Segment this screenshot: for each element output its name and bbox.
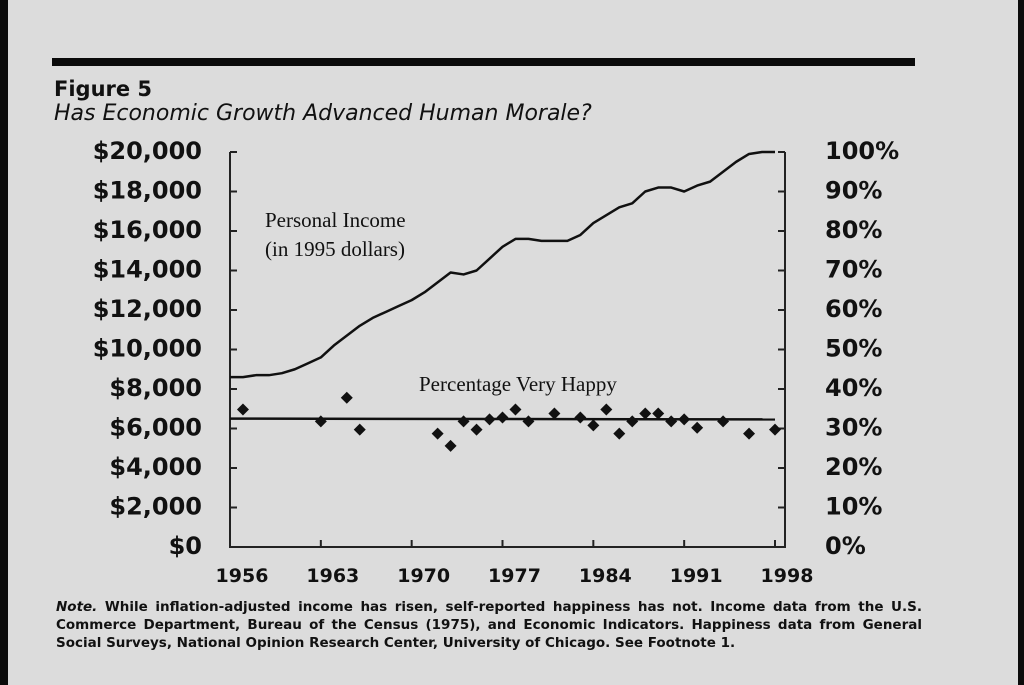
- point: [522, 415, 535, 428]
- y2-tick-label: 50%: [825, 335, 882, 363]
- line: [230, 150, 775, 379]
- point: [652, 407, 665, 420]
- x-tick-label: 1970: [397, 565, 450, 587]
- point: [717, 415, 730, 428]
- annotation: (in 1995 dollars): [265, 237, 405, 261]
- point: [340, 391, 353, 404]
- point: [509, 403, 522, 416]
- x-tick-label: 1956: [216, 565, 269, 587]
- y2-tick-label: 0%: [825, 532, 866, 560]
- point: [353, 423, 366, 436]
- top-rule: [52, 58, 915, 66]
- chart-title: Has Economic Growth Advanced Human Moral…: [54, 101, 592, 126]
- page: Figure 5 Has Economic Growth Advanced Hu…: [8, 0, 1018, 685]
- x-tick-label: 1977: [488, 565, 541, 587]
- point: [444, 439, 457, 452]
- y-tick-label: $12,000: [93, 295, 202, 323]
- y2-tick-label: 10%: [825, 493, 882, 521]
- y2-tick-label: 80%: [825, 216, 882, 244]
- point: [457, 415, 470, 428]
- point: [314, 415, 327, 428]
- point: [431, 427, 444, 440]
- point: [470, 423, 483, 436]
- y-tick-label: $6,000: [109, 414, 202, 442]
- y-tick-label: $2,000: [109, 493, 202, 521]
- point: [574, 411, 587, 424]
- x-tick-label: 1963: [306, 565, 359, 587]
- note-text: While inflation-adjusted income has rise…: [56, 599, 922, 651]
- y2-tick-label: 70%: [825, 256, 882, 284]
- point: [665, 415, 678, 428]
- y2-tick-label: 90%: [825, 177, 882, 205]
- point: [548, 407, 561, 420]
- y2-tick-label: 60%: [825, 295, 882, 323]
- y-tick-label: $10,000: [93, 335, 202, 363]
- note: Note. While inflation-adjusted income ha…: [56, 598, 922, 652]
- point: [769, 423, 781, 436]
- point: [743, 427, 756, 440]
- point: [600, 403, 613, 416]
- x-tick-label: 1991: [670, 565, 723, 587]
- y-tick-label: $4,000: [109, 453, 202, 481]
- chart: Figure 5 Has Economic Growth Advanced Hu…: [52, 58, 915, 587]
- line: [229, 417, 776, 421]
- note-label: Note.: [56, 599, 98, 615]
- annotation: Personal Income: [265, 208, 406, 232]
- point: [236, 403, 249, 416]
- y2-tick-label: 40%: [825, 374, 882, 402]
- y2-tick-label: 20%: [825, 453, 882, 481]
- point: [587, 419, 600, 432]
- annotation: Percentage Very Happy: [419, 372, 617, 396]
- y2-tick-label: 30%: [825, 414, 882, 442]
- x-tick-label: 1998: [761, 565, 814, 587]
- x-tick-label: 1984: [579, 565, 632, 587]
- y-tick-label: $8,000: [109, 374, 202, 402]
- point: [613, 427, 626, 440]
- y-tick-label: $14,000: [93, 256, 202, 284]
- y2-tick-label: 100%: [825, 137, 899, 165]
- point: [496, 411, 509, 424]
- point: [691, 421, 704, 434]
- figure-label: Figure 5: [54, 77, 152, 101]
- point: [626, 415, 639, 428]
- point: [639, 407, 652, 420]
- y-tick-label: $16,000: [93, 216, 202, 244]
- y-tick-label: $0: [169, 532, 202, 560]
- y-tick-label: $20,000: [93, 137, 202, 165]
- y-tick-label: $18,000: [93, 177, 202, 205]
